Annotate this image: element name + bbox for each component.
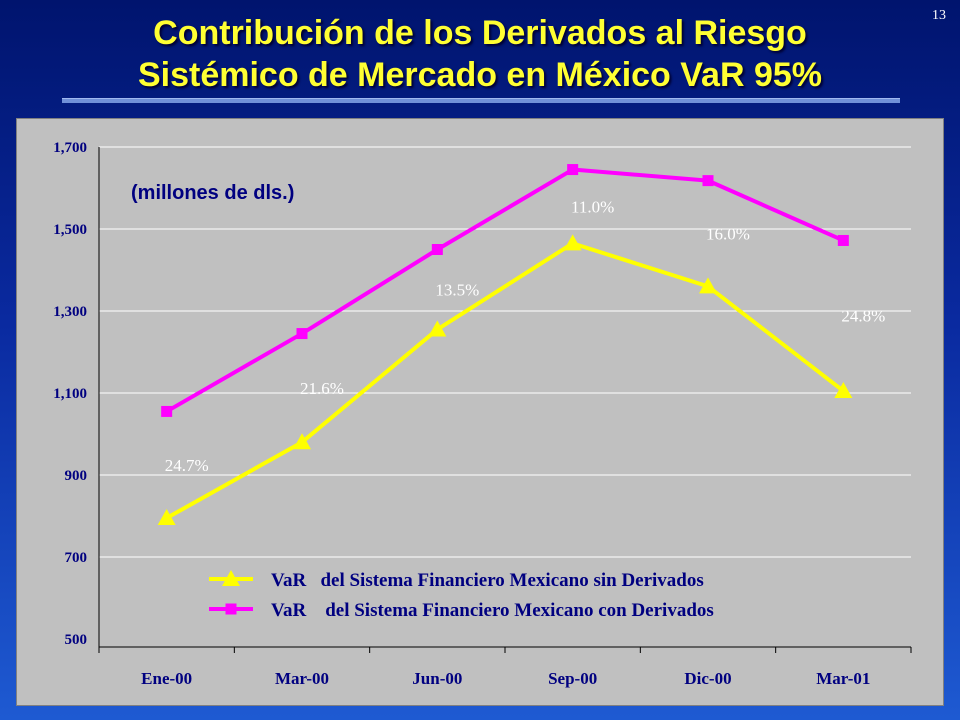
percent-label: 13.5% bbox=[435, 280, 479, 299]
y-tick-label: 500 bbox=[65, 632, 88, 648]
y-tick-label: 1,700 bbox=[53, 140, 87, 156]
y-tick-label: 1,300 bbox=[53, 304, 87, 320]
series bbox=[157, 164, 853, 526]
title-underline bbox=[62, 98, 900, 103]
data-point-square bbox=[837, 234, 849, 246]
x-tick-label: Jun-00 bbox=[412, 669, 462, 688]
data-point-square bbox=[702, 175, 714, 187]
data-point-triangle bbox=[563, 234, 582, 251]
legend-label: VaR del Sistema Financiero Mexicano con … bbox=[271, 600, 714, 621]
chart-panel: 1,700 1,500 1,300 1,100 900 700 500 Ene-00 Mar-0… bbox=[16, 118, 944, 706]
percent-label: 24.7% bbox=[165, 456, 209, 475]
data-point-triangle bbox=[428, 320, 447, 337]
data-point-square bbox=[161, 405, 173, 417]
axes: 1,700 1,500 1,300 1,100 900 700 500 Ene-00 Mar-0… bbox=[53, 140, 912, 688]
percent-label: 11.0% bbox=[571, 197, 614, 216]
annotations: 24.7% 21.6% 13.5% 11.0% 16.0% 24.8% bbox=[165, 197, 886, 474]
legend-label: VaR del Sistema Financiero Mexicano sin … bbox=[271, 570, 704, 591]
x-tick-label: Dic-00 bbox=[684, 669, 731, 688]
chart-subtitle: (millones de dls.) bbox=[131, 182, 294, 204]
percent-label: 21.6% bbox=[300, 379, 344, 398]
legend: VaR del Sistema Financiero Mexicano sin … bbox=[209, 570, 714, 621]
y-tick-label: 900 bbox=[65, 468, 88, 484]
x-tick-label: Mar-00 bbox=[275, 669, 329, 688]
data-point-triangle bbox=[293, 433, 311, 450]
title-line-2: Sistémico de Mercado en México VaR 95% bbox=[137, 56, 823, 94]
series-line bbox=[165, 167, 845, 414]
x-tick-label: Sep-00 bbox=[548, 669, 597, 688]
percent-label: 16.0% bbox=[706, 225, 750, 244]
x-tick-label: Mar-01 bbox=[816, 669, 870, 688]
line-chart: 1,700 1,500 1,300 1,100 900 700 500 Ene-00 Mar-0… bbox=[53, 140, 912, 688]
y-tick-label: 1,500 bbox=[53, 222, 87, 238]
grid-lines bbox=[99, 146, 911, 558]
x-tick-label: Ene-00 bbox=[141, 669, 192, 688]
slide-title: Contribución de los Derivados al Riesgo … bbox=[0, 12, 960, 96]
legend-marker-triangle bbox=[222, 570, 240, 586]
data-point-triangle bbox=[699, 277, 717, 294]
title-line-1: Contribución de los Derivados al Riesgo bbox=[153, 14, 807, 52]
data-point-square bbox=[296, 328, 308, 340]
y-tick-label: 700 bbox=[65, 550, 88, 566]
legend-marker-square bbox=[225, 603, 237, 615]
slide-number: 13 bbox=[932, 8, 946, 23]
series-line bbox=[165, 241, 845, 520]
data-point-triangle bbox=[157, 509, 176, 526]
data-point-square bbox=[431, 244, 443, 255]
percent-label: 24.8% bbox=[841, 307, 885, 326]
data-point-triangle bbox=[834, 381, 853, 398]
y-tick-label: 1,100 bbox=[53, 386, 87, 402]
data-point-square bbox=[567, 164, 579, 176]
